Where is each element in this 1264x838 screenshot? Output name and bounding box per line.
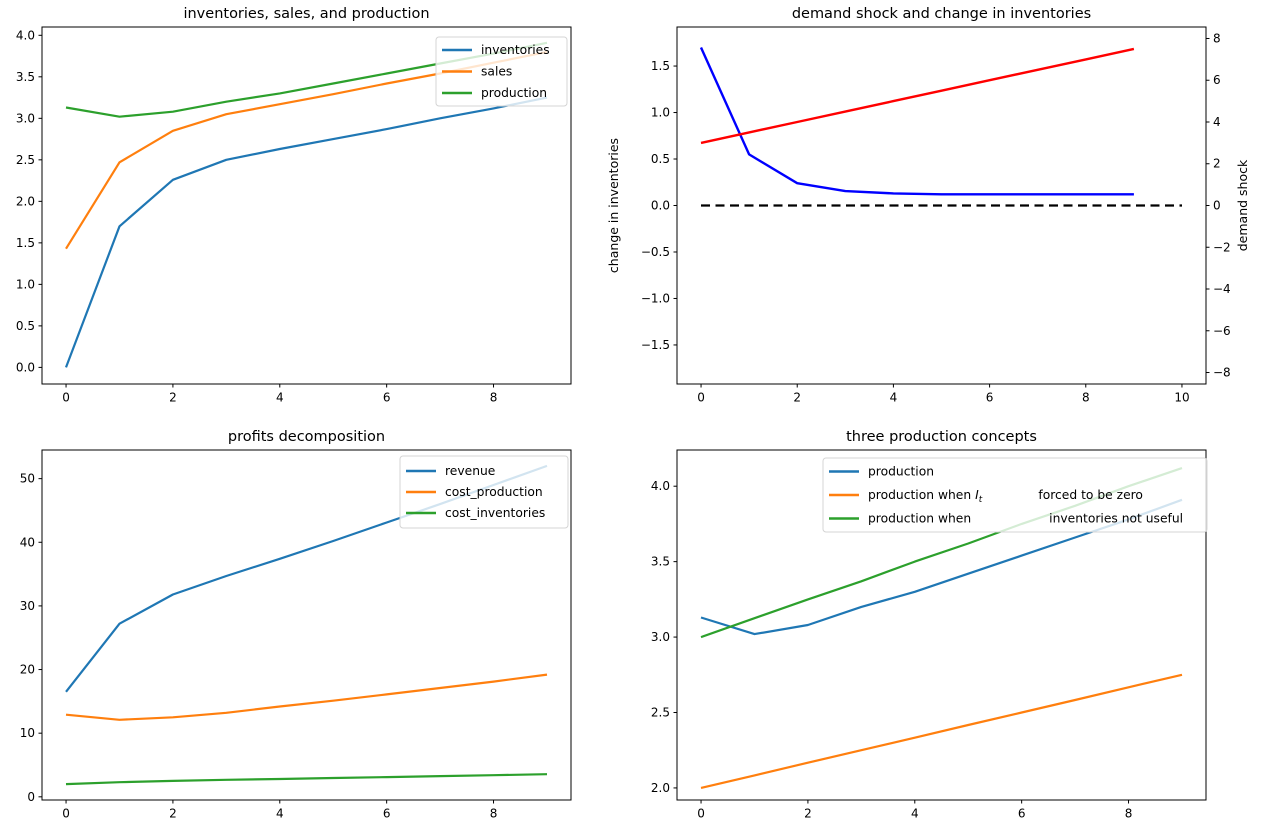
y-tick-label: 2.5 [16,153,35,167]
subplot-0-inventories-sales-and-production: 0 2 4 6 8 0.0 0.5 1.0 1.5 2.0 2.5 3.0 3.5 4.0 inventor… [16,6,572,405]
legend-label: production when It forced to be zero [868,488,1143,505]
y-tick-label: 1.5 [16,236,35,250]
legend: inventories sales production [435,36,568,107]
y-tick-label: 0.5 [16,319,35,333]
y-tick-label: 20 [20,663,35,677]
y-tick-label: 30 [20,599,35,613]
y-tick-label: 4.0 [651,479,670,493]
y-tick-label: −0.5 [641,245,670,259]
legend-box [399,455,569,529]
y-tick-label: 3.0 [16,111,35,125]
y-tick-label: 3.5 [651,555,670,569]
x-tick-label: 8 [1082,391,1090,405]
y-tick-label: 1.5 [651,59,670,73]
y-tick-label: 50 [20,472,35,486]
axes-spines [41,449,572,801]
x-tick-label: 6 [383,807,391,821]
legend-label: production [868,465,934,479]
chart-title: three production concepts [846,429,1037,445]
x-tick-label: 10 [1174,391,1189,405]
x-tick-label: 4 [276,807,284,821]
y-tick-label: 0 [27,790,35,804]
y-tick-label: 0.0 [16,360,35,374]
y-tick-right-label: −2 [1213,240,1231,254]
line-inventories [64,96,548,368]
y-tick-label: 2.0 [651,781,670,795]
y-tick-label: 1.0 [651,106,670,120]
y-tick-right-label: 0 [1213,199,1221,213]
x-tick-label: 8 [490,391,498,405]
y-tick-label: −1.0 [641,291,670,305]
line-cost-production [65,673,548,721]
y-tick-label: 2.5 [651,706,670,720]
chart-title: profits decomposition [228,429,385,445]
x-tick-label: 8 [1125,807,1133,821]
line-production-when-i-t-forced-to-be-zero [700,673,1183,789]
x-tick-label: 6 [986,391,994,405]
x-tick-label: 6 [383,391,391,405]
ylabel-left: change in inventories [606,138,621,273]
x-tick-label: 2 [793,391,801,405]
legend: production production when It forced to b… [822,457,1208,533]
x-tick-label: 0 [697,391,705,405]
chart-title: inventories, sales, and production [183,6,429,22]
legend-label: revenue [445,464,495,478]
x-tick-label: 2 [169,807,177,821]
line-change-in-inventories [699,47,1134,196]
legend-label: sales [481,65,512,79]
x-tick-label: 0 [62,391,70,405]
ylabel-right: demand shock [1235,159,1250,251]
legend-label: production [481,86,547,100]
x-tick-label: 4 [911,807,919,821]
legend-box [435,36,568,107]
legend-label: cost_inventories [445,506,545,520]
y-tick-label: 3.0 [651,630,670,644]
y-tick-label: 1.0 [16,277,35,291]
y-tick-label: 10 [20,726,35,740]
y-tick-label: 40 [20,535,35,549]
y-tick-label: −1.5 [641,338,670,352]
y-tick-label: 2.0 [16,194,35,208]
subplot-2-profits-decomposition: 0 2 4 6 8 0 10 20 30 40 50 profits decomposition rev… [20,429,572,821]
legend-label: cost_production [445,485,543,499]
x-tick-label: 2 [169,391,177,405]
x-tick-label: 6 [1018,807,1026,821]
subplot-1-demand-shock-and-change-in-inventories: 0 2 4 6 8 10 −1.5 −1.0 −0.5 0.0 0.5 1.0 1.5 −8 −6 −4 −2 0… [606,6,1250,405]
x-tick-label: 4 [276,391,284,405]
y-tick-label: 0.0 [651,199,670,213]
y-tick-right-label: −8 [1213,366,1231,380]
axes-spines [41,26,572,385]
x-tick-label: 0 [62,807,70,821]
chart-title: demand shock and change in inventories [792,6,1091,22]
x-tick-label: 0 [697,807,705,821]
y-tick-right-label: 8 [1213,31,1221,45]
axes-spines [676,449,1207,801]
line-demand-shock [700,47,1135,145]
subplot-3-three-production-concepts: 0 2 4 6 8 2.0 2.5 3.0 3.5 4.0 three production con… [651,429,1208,821]
y-tick-label: 4.0 [16,28,35,42]
x-tick-label: 8 [490,807,498,821]
y-tick-right-label: −6 [1213,324,1231,338]
y-tick-right-label: 4 [1213,115,1221,129]
line-cost-inventories [65,773,548,786]
legend-label: inventories [481,43,550,57]
x-tick-label: 2 [804,807,812,821]
x-tick-label: 4 [890,391,898,405]
y-tick-label: 0.5 [651,152,670,166]
y-tick-right-label: 2 [1213,157,1221,171]
legend-label: production when inventories not useful [868,512,1183,526]
y-tick-right-label: −4 [1213,282,1231,296]
legend: revenue cost_production cost_inventories [399,455,569,529]
legend-box [822,457,1208,533]
y-tick-right-label: 6 [1213,73,1221,87]
y-tick-label: 3.5 [16,70,35,84]
